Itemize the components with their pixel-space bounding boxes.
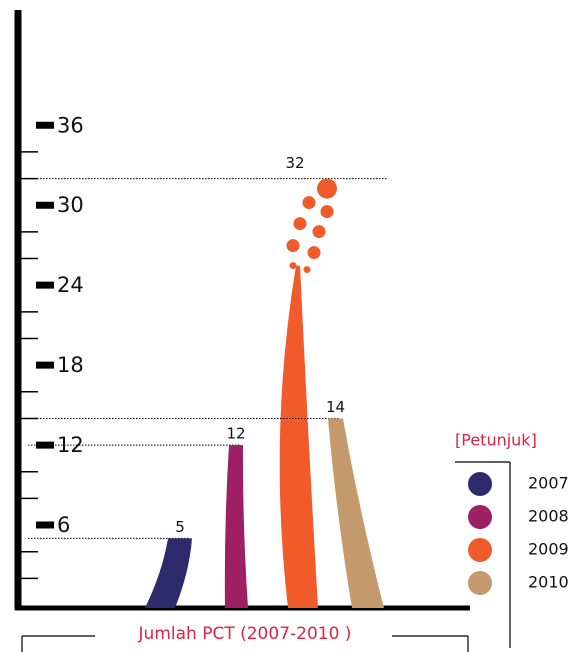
bubble — [303, 266, 311, 274]
bubble — [293, 217, 307, 231]
bar — [279, 265, 318, 608]
y-tick-label: 24 — [57, 273, 84, 297]
bar — [328, 418, 384, 608]
y-tick-label: 18 — [57, 353, 84, 377]
bubble — [302, 196, 316, 210]
legend-swatch — [468, 571, 492, 595]
bar — [224, 445, 248, 608]
value-label: 14 — [326, 398, 345, 416]
title-bracket — [21, 635, 469, 652]
legend-title: [Petunjuk] — [455, 431, 537, 450]
y-tick-label: 6 — [57, 513, 70, 537]
bubble — [312, 225, 326, 239]
bubble — [320, 205, 334, 219]
legend-bracket — [455, 461, 511, 648]
chart-title: Jumlah PCT (2007-2010 ) — [138, 624, 352, 644]
bar — [145, 538, 192, 608]
y-tick-label: 36 — [57, 113, 84, 137]
bubble — [286, 239, 300, 253]
legend-swatch — [468, 472, 492, 496]
legend-label: 2008 — [528, 507, 569, 526]
legend-label: 2009 — [528, 540, 569, 559]
bubble — [289, 262, 297, 270]
legend-label: 2007 — [528, 474, 569, 493]
legend-swatch — [468, 538, 492, 562]
y-tick-label: 30 — [57, 193, 84, 217]
legend-label: 2010 — [528, 573, 569, 592]
bubble — [317, 178, 337, 199]
bubble — [307, 246, 321, 260]
value-label: 12 — [226, 425, 245, 443]
value-label: 5 — [175, 518, 185, 536]
value-label: 32 — [285, 154, 304, 172]
legend-swatch — [468, 505, 492, 529]
